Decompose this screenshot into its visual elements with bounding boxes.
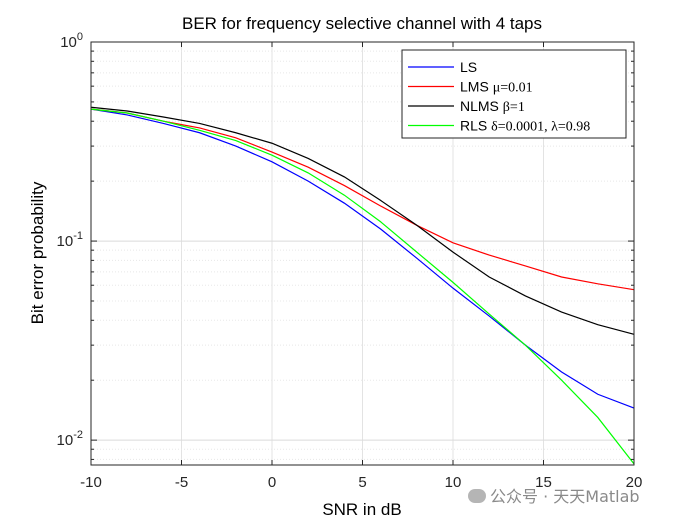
series-lines (90, 106, 635, 465)
y-tick-label: 100 (60, 31, 83, 51)
ticks: -10 -5 0 5 10 15 20 10-2 10-1 100 (57, 31, 643, 491)
legend: LS LMS μ=0.01 NLMS β=1 RLS δ=0.0001, λ=0.98 (401, 49, 627, 139)
legend-label-nlms: NLMS β=1 (460, 98, 525, 115)
chart-title: BER for frequency selective channel with… (182, 14, 542, 33)
legend-label-rls: RLS δ=0.0001, λ=0.98 (460, 118, 590, 135)
series-line-lms (90, 108, 635, 291)
series-line-ls (90, 108, 635, 409)
legend-label-ls: LS (460, 59, 477, 75)
series-line-rls (90, 108, 635, 465)
legend-box (401, 49, 627, 139)
x-axis-label: SNR in dB (322, 500, 401, 519)
watermark-text: 公众号 · 天天Matlab (490, 487, 640, 506)
y-tick-label: 10-2 (57, 429, 83, 449)
x-tick-label: 20 (626, 474, 643, 491)
wechat-icon (468, 489, 486, 503)
series-line-nlms (90, 106, 635, 335)
y-axis-label: Bit error probability (28, 181, 47, 324)
x-tick-label: 5 (358, 474, 366, 491)
legend-label-lms: LMS μ=0.01 (460, 79, 533, 96)
watermark: 公众号 · 天天Matlab (468, 483, 640, 507)
x-tick-label: -10 (80, 474, 102, 491)
x-tick-label: -5 (175, 474, 188, 491)
x-tick-label: 0 (268, 474, 276, 491)
x-tick-label: 10 (445, 474, 462, 491)
x-tick-label: 15 (535, 474, 552, 491)
y-tick-label: 10-1 (57, 230, 83, 250)
